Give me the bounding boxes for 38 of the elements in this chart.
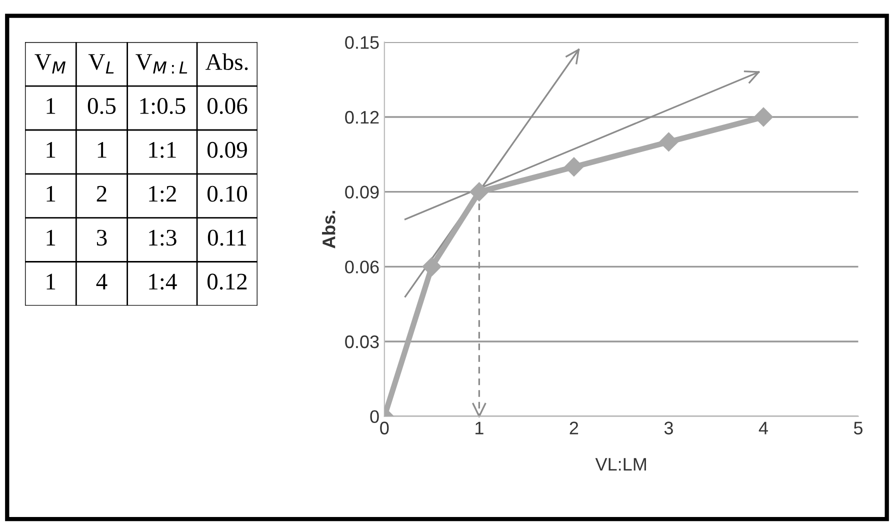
x-tick-label: 0 bbox=[380, 422, 389, 434]
text: 0.5 bbox=[88, 98, 116, 114]
x-tick-label: 2 bbox=[570, 422, 578, 434]
y-tick-label: 0.15 bbox=[345, 36, 379, 49]
text: 2 bbox=[96, 186, 106, 202]
x-tick-label: 5 bbox=[854, 422, 863, 434]
y-tick-label: 0.12 bbox=[345, 110, 379, 124]
y-tick-label: 0.06 bbox=[345, 260, 379, 274]
text: 1 bbox=[46, 230, 56, 246]
y-tick-label: 0 bbox=[370, 410, 379, 424]
text: 0.11 bbox=[208, 230, 246, 246]
text: V$_{M:L}$ bbox=[136, 54, 188, 74]
text: 0.10 bbox=[207, 186, 248, 202]
text: 1:4 bbox=[149, 274, 177, 290]
text: V$_{M}$ bbox=[34, 54, 66, 74]
x-tick-label: 1 bbox=[476, 422, 484, 434]
text: 0.06 bbox=[207, 98, 248, 114]
text: 0.09 bbox=[207, 142, 247, 158]
text: 1:0.5 bbox=[140, 98, 186, 114]
text: V$_{L}$ bbox=[88, 54, 114, 74]
x-axis-title: VL:LM bbox=[595, 458, 646, 471]
y-tick-label: 0.09 bbox=[345, 186, 379, 199]
text: 3 bbox=[96, 230, 107, 246]
text: 0.12 bbox=[207, 274, 247, 290]
x-tick-label: 3 bbox=[664, 422, 673, 434]
x-tick-label: 4 bbox=[758, 422, 768, 434]
text: 1 bbox=[46, 186, 56, 202]
text: 1 bbox=[98, 142, 106, 158]
y-tick-label: 0.03 bbox=[345, 335, 379, 348]
text: 1:1 bbox=[149, 142, 176, 158]
text: 1 bbox=[46, 98, 56, 114]
y-axis-title: Abs. bbox=[322, 210, 336, 248]
text: Abs. bbox=[206, 53, 248, 70]
text: 1:2 bbox=[149, 186, 176, 202]
text: 4 bbox=[96, 274, 108, 290]
text: 1:3 bbox=[149, 230, 176, 246]
text: 1 bbox=[46, 142, 56, 158]
text: 1 bbox=[46, 274, 56, 290]
